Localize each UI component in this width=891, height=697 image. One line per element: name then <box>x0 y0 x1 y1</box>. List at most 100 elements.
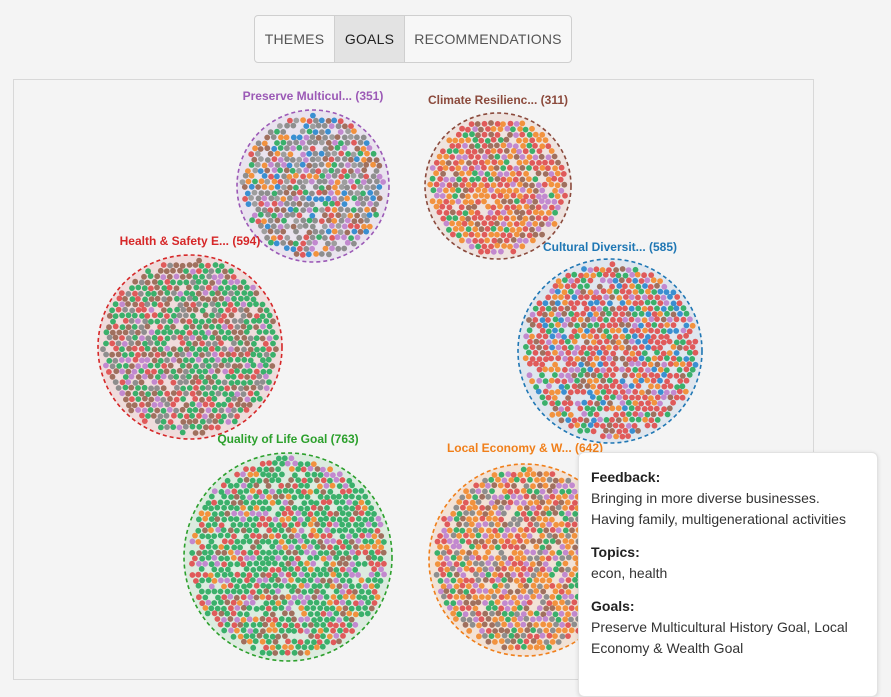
feedback-dot <box>293 228 299 235</box>
feedback-dot <box>449 165 455 172</box>
feedback-dot <box>562 616 569 623</box>
tab-themes[interactable]: THEMES <box>255 16 335 62</box>
feedback-dot <box>677 378 684 384</box>
feedback-dot <box>625 311 632 317</box>
feedback-dot <box>459 192 466 199</box>
feedback-dot <box>109 351 115 358</box>
feedback-dot <box>577 372 584 378</box>
feedback-dot <box>338 217 345 224</box>
feedback-dot <box>334 168 341 174</box>
cluster-dots[interactable] <box>100 257 279 436</box>
feedback-dot <box>660 328 667 334</box>
feedback-dot <box>208 493 215 500</box>
feedback-dot <box>234 549 241 556</box>
feedback-dot <box>151 334 158 341</box>
goal-cluster[interactable]: Quality of Life Goal (763) <box>183 432 393 662</box>
feedback-dot <box>376 173 383 180</box>
feedback-dot <box>190 268 196 275</box>
feedback-dot <box>468 220 474 227</box>
feedback-dot <box>449 154 456 160</box>
feedback-dot <box>501 510 507 517</box>
feedback-dot <box>481 120 488 127</box>
tab-recommendations[interactable]: RECOMMENDATIONS <box>414 31 562 47</box>
feedback-dot <box>241 356 248 363</box>
feedback-dot <box>529 137 536 144</box>
cluster-dots[interactable] <box>239 112 386 258</box>
feedback-dot <box>160 418 167 425</box>
feedback-dot <box>246 516 253 523</box>
feedback-dot <box>607 400 613 407</box>
feedback-dot <box>288 510 294 516</box>
feedback-dot <box>215 323 222 330</box>
cluster-dots[interactable] <box>427 120 568 255</box>
feedback-dot <box>135 396 142 402</box>
feedback-dot <box>339 555 346 562</box>
feedback-dot <box>501 154 508 161</box>
feedback-dot <box>324 527 331 534</box>
feedback-dot <box>514 621 521 628</box>
cluster-dots[interactable] <box>522 261 699 440</box>
feedback-dot <box>458 226 465 232</box>
feedback-dot <box>488 600 495 607</box>
feedback-dot <box>594 389 600 396</box>
feedback-dot <box>186 284 192 291</box>
feedback-dot <box>599 322 606 329</box>
feedback-dot <box>530 516 537 522</box>
feedback-dot <box>279 460 286 467</box>
feedback-dot <box>501 198 507 205</box>
feedback-dot <box>452 215 459 222</box>
feedback-dot <box>291 515 298 522</box>
goal-cluster[interactable]: Health & Safety E... (594) <box>97 234 283 440</box>
feedback-dot <box>189 572 196 578</box>
feedback-dot <box>121 341 128 347</box>
feedback-dot <box>612 378 619 385</box>
feedback-dot <box>294 599 301 606</box>
feedback-dot <box>492 516 498 522</box>
feedback-dot <box>497 192 504 199</box>
feedback-dot <box>330 627 336 634</box>
feedback-dot <box>673 361 680 367</box>
feedback-dot <box>254 150 261 157</box>
feedback-dot <box>257 307 264 313</box>
feedback-dot <box>297 650 304 656</box>
feedback-dot <box>651 399 658 406</box>
feedback-dot <box>237 555 244 562</box>
feedback-dot <box>536 471 543 477</box>
feedback-dot <box>494 188 501 194</box>
feedback-dot <box>590 428 597 435</box>
feedback-dot <box>447 593 453 600</box>
feedback-dot <box>517 516 523 523</box>
goal-cluster[interactable]: Cultural Diversit... (585) <box>517 240 703 444</box>
feedback-dot <box>449 209 456 216</box>
feedback-dot <box>641 272 647 279</box>
feedback-dot <box>568 422 574 429</box>
feedback-dot <box>304 628 310 635</box>
feedback-dot <box>350 151 357 158</box>
feedback-dot <box>182 423 189 430</box>
feedback-dot <box>449 187 456 193</box>
feedback-dot <box>208 538 215 545</box>
feedback-dot <box>600 367 606 374</box>
feedback-dot <box>472 237 479 244</box>
goal-cluster[interactable]: Climate Resilienc... (311) <box>424 93 572 260</box>
feedback-dot <box>523 638 530 645</box>
goal-cluster[interactable]: Preserve Multicul... (351) <box>236 89 390 263</box>
feedback-dot <box>272 650 279 656</box>
feedback-dot <box>475 577 482 583</box>
tab-goals[interactable]: GOALS <box>335 16 405 62</box>
feedback-dot <box>196 346 203 353</box>
feedback-dot <box>329 616 336 622</box>
feedback-dot <box>205 374 212 381</box>
cluster-dots[interactable] <box>189 455 387 657</box>
feedback-dot <box>362 605 368 611</box>
feedback-dot <box>498 516 504 523</box>
feedback-dot <box>358 510 365 516</box>
feedback-dot <box>252 145 258 152</box>
feedback-dot <box>664 310 670 317</box>
feedback-dot <box>357 150 364 157</box>
feedback-dot <box>641 372 648 379</box>
feedback-dot <box>642 283 648 289</box>
feedback-dot <box>291 571 298 578</box>
feedback-dot <box>539 361 546 368</box>
feedback-dot <box>177 334 184 341</box>
